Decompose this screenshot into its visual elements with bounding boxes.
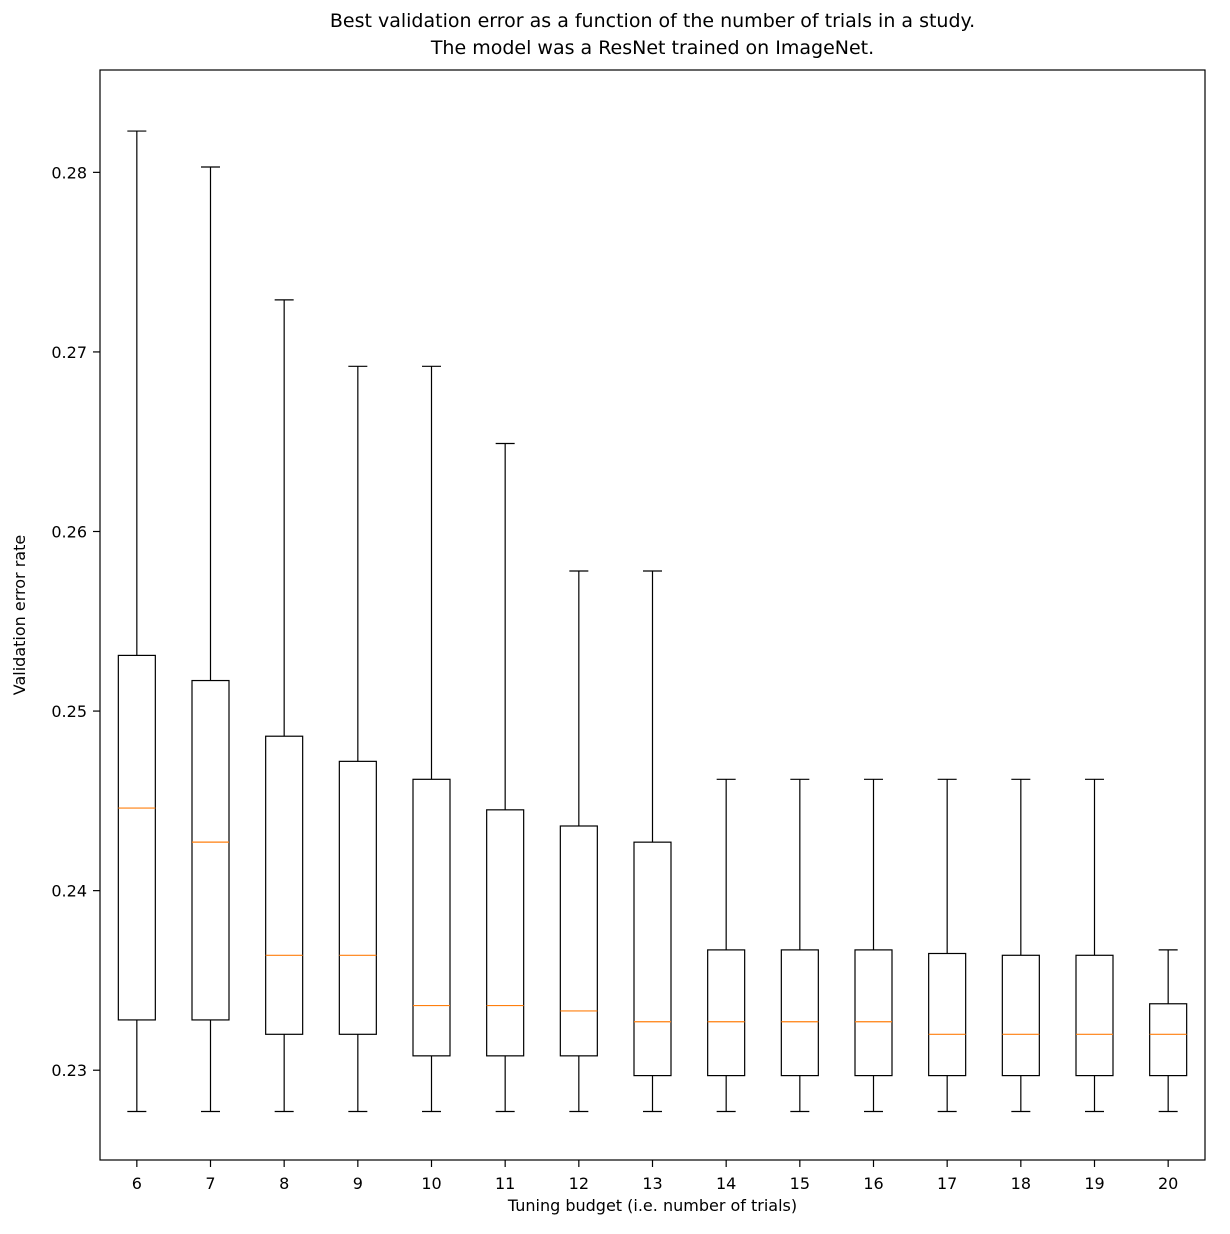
y-tick-label: 0.25 [51,702,87,721]
y-tick-label: 0.28 [51,163,87,182]
chart-title: Best validation error as a function of t… [100,8,1205,62]
box-11 [486,809,525,1057]
x-tick-label: 14 [716,1174,736,1193]
box-6 [117,654,156,1021]
box-7 [191,679,230,1021]
box-14 [707,949,746,1077]
y-tick-label: 0.27 [51,343,87,362]
x-tick-label: 8 [279,1174,289,1193]
box-18 [1001,954,1040,1077]
box-9 [338,760,377,1035]
box-10 [412,778,451,1057]
box-20 [1149,1003,1188,1077]
box-13 [633,841,672,1077]
x-axis-label: Tuning budget (i.e. number of trials) [507,1196,798,1215]
box-17 [928,952,967,1077]
x-tick-label: 9 [353,1174,363,1193]
box-12 [559,825,598,1057]
x-tick-label: 19 [1084,1174,1104,1193]
x-tick-label: 11 [495,1174,515,1193]
x-tick-label: 18 [1011,1174,1031,1193]
x-tick-label: 15 [790,1174,810,1193]
x-tick-label: 12 [569,1174,589,1193]
x-tick-label: 16 [863,1174,883,1193]
x-tick-label: 13 [642,1174,662,1193]
box-19 [1075,954,1114,1077]
x-tick-label: 17 [937,1174,957,1193]
y-tick-label: 0.26 [51,522,87,541]
box-8 [265,735,304,1035]
box-15 [780,949,819,1077]
chart-title-line1: Best validation error as a function of t… [329,10,976,32]
y-tick-label: 0.24 [51,882,87,901]
y-tick-label: 0.23 [51,1061,87,1080]
x-tick-label: 10 [421,1174,441,1193]
chart-title-line2: The model was a ResNet trained on ImageN… [430,37,875,59]
x-tick-label: 20 [1158,1174,1178,1193]
x-tick-label: 7 [205,1174,215,1193]
box-16 [854,949,893,1077]
x-tick-label: 6 [132,1174,142,1193]
